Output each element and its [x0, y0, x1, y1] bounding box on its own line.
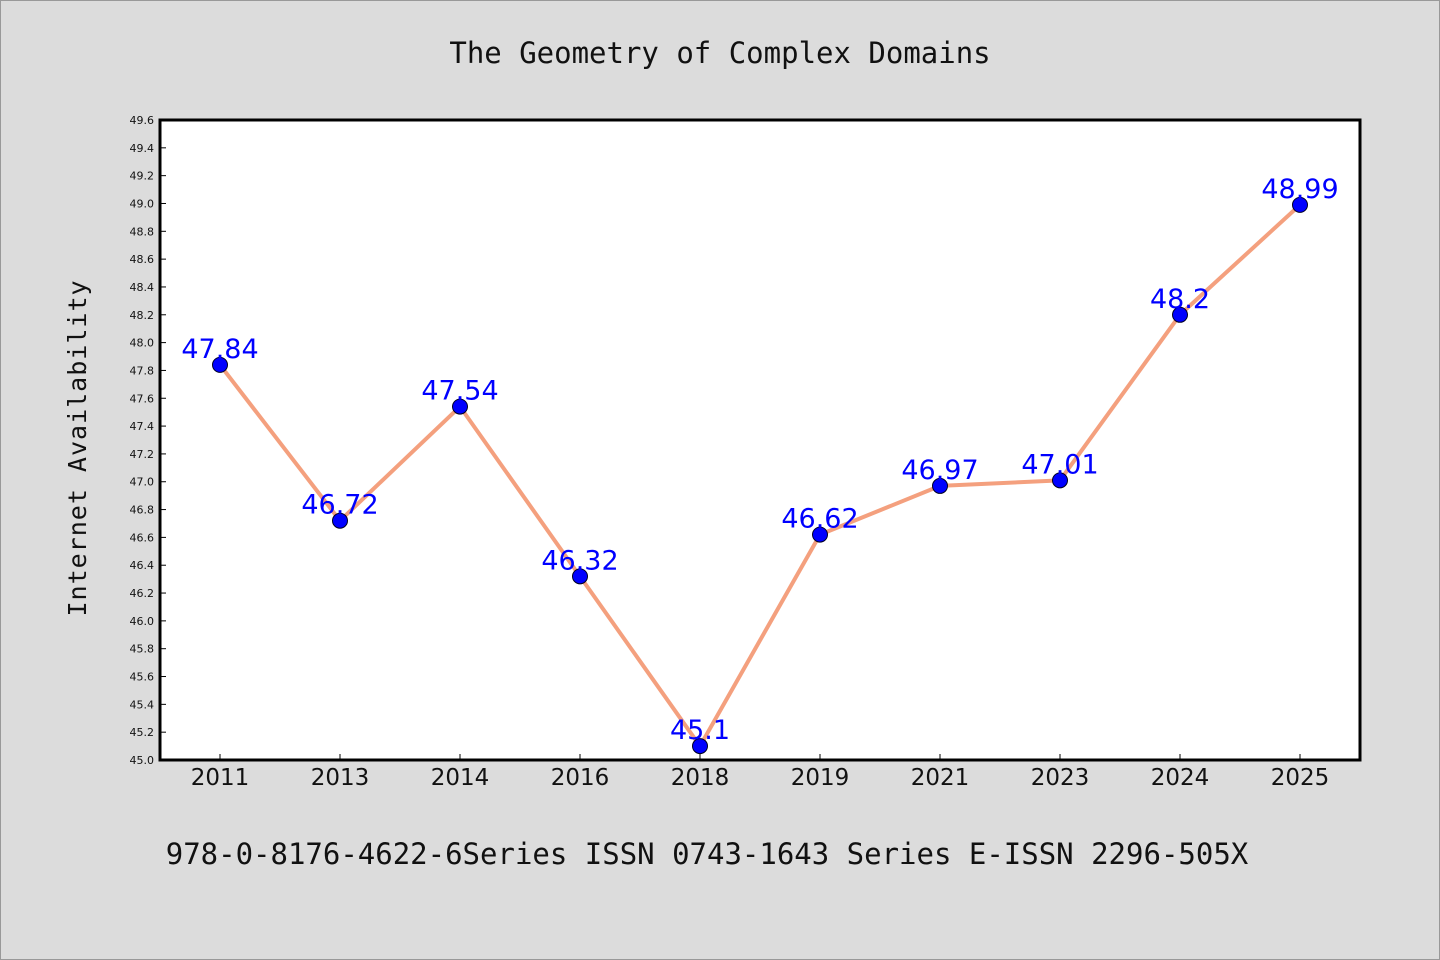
x-tick-label: 2021	[911, 765, 970, 791]
y-tick-label: 49.4	[130, 142, 155, 155]
x-tick-label: 2013	[311, 765, 370, 791]
data-point-marker	[572, 568, 588, 585]
y-axis-label: Internet Availability	[63, 279, 92, 616]
markers	[212, 196, 1308, 755]
data-point-label: 46.72	[301, 490, 378, 521]
y-tick-label: 46.2	[130, 587, 155, 600]
data-point-label: 48.2	[1150, 284, 1210, 315]
x-axis: 2011 2013 2014 2016 2018 2019 2021 2023 2024 2025	[191, 754, 1330, 791]
y-tick-label: 46.4	[130, 559, 155, 572]
data-point-marker	[1292, 196, 1308, 213]
y-axis: 45.0 45.2 45.4 45.6 45.8 46.0 46.2 46.4 46.6 46.8…	[130, 114, 166, 767]
x-tick-label: 2018	[671, 765, 730, 791]
data-point-label: 46.32	[541, 545, 618, 576]
y-tick-label: 48.6	[130, 253, 155, 266]
data-labels: 47.84 46.72 47.54 46.32 45.1 46.62 46.97 47.01 4…	[181, 174, 1338, 746]
data-point-label: 46.97	[901, 455, 978, 486]
data-point-marker	[692, 738, 708, 755]
data-point-label: 46.62	[781, 504, 858, 535]
data-point-marker	[812, 526, 828, 543]
y-tick-label: 45.4	[130, 698, 155, 711]
y-tick-label: 49.2	[130, 170, 155, 183]
data-point-marker	[932, 477, 948, 494]
y-tick-label: 45.2	[130, 726, 155, 739]
footer-text: 978-0-8176-4622-6Series ISSN 0743-1643 S…	[166, 837, 1249, 871]
x-tick-label: 2024	[1151, 765, 1210, 791]
data-point-marker	[1052, 472, 1068, 489]
y-tick-label: 48.0	[130, 337, 155, 350]
y-tick-label: 48.2	[130, 309, 155, 322]
series-line	[218, 203, 1302, 749]
plot-area	[158, 118, 1362, 762]
y-tick-label: 45.8	[130, 643, 155, 656]
y-tick-label: 47.4	[130, 420, 155, 433]
y-tick-label: 49.6	[130, 114, 155, 127]
x-tick-label: 2023	[1031, 765, 1090, 791]
y-tick-label: 48.4	[130, 281, 155, 294]
y-tick-label: 47.2	[130, 448, 155, 461]
y-tick-label: 46.6	[130, 531, 155, 544]
data-point-marker	[212, 356, 228, 373]
y-tick-label: 48.8	[130, 225, 155, 238]
chart-title: The Geometry of Complex Domains	[449, 36, 990, 70]
data-point-label: 45.1	[670, 715, 730, 746]
y-tick-label: 47.0	[130, 476, 155, 489]
y-tick-label: 45.6	[130, 671, 155, 684]
y-tick-label: 46.8	[130, 504, 155, 517]
data-point-marker	[452, 398, 468, 415]
data-point-label: 47.54	[421, 376, 498, 407]
y-tick-label: 47.8	[130, 364, 155, 377]
data-point-label: 47.84	[181, 334, 258, 365]
data-point-marker	[332, 512, 348, 529]
data-point-label: 48.99	[1261, 174, 1338, 205]
x-tick-label: 2019	[791, 765, 850, 791]
x-tick-label: 2011	[191, 765, 250, 791]
x-tick-label: 2025	[1271, 765, 1330, 791]
data-point-label: 47.01	[1021, 449, 1098, 480]
data-point-marker	[1172, 306, 1188, 323]
y-tick-label: 45.0	[130, 754, 155, 767]
x-tick-label: 2016	[551, 765, 610, 791]
x-tick-label: 2014	[431, 765, 490, 791]
y-tick-label: 49.0	[130, 197, 155, 210]
y-tick-label: 46.0	[130, 615, 155, 628]
y-tick-label: 47.6	[130, 392, 155, 405]
